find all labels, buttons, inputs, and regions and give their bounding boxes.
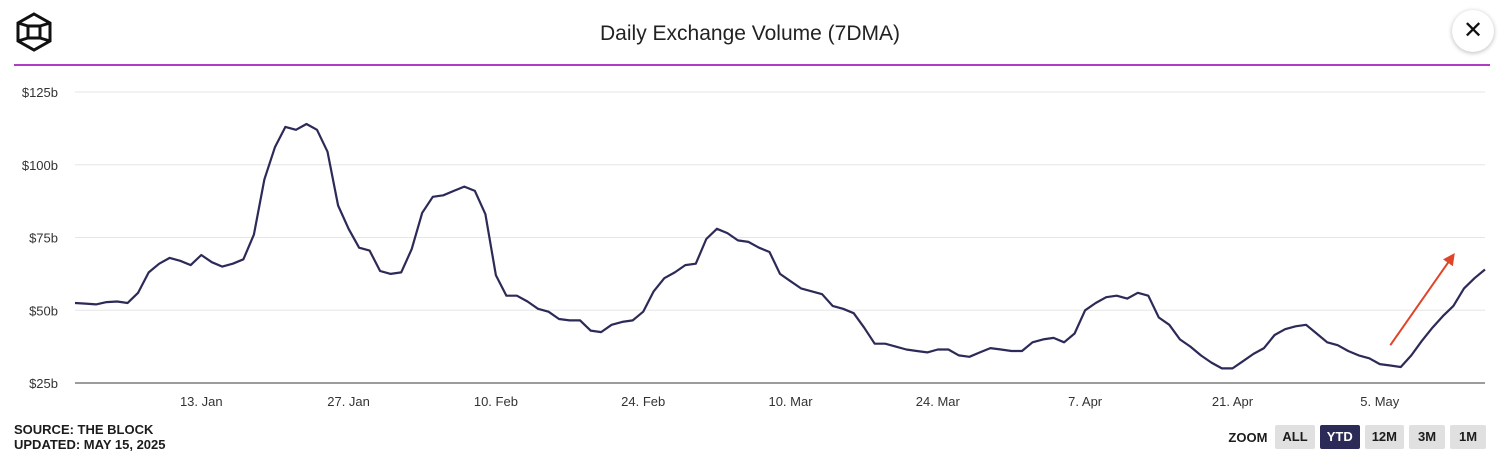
zoom-label: ZOOM xyxy=(1228,429,1268,445)
trend-arrow xyxy=(1389,252,1455,346)
x-tick-label: 24. Mar xyxy=(916,394,961,409)
x-tick-label: 13. Jan xyxy=(180,394,223,409)
x-tick-label: 7. Apr xyxy=(1068,394,1103,409)
volume-line-chart: $125b $100b $75b $50b $25b 13. Jan 27. Jan 10. … xyxy=(22,85,1486,409)
zoom-all-button[interactable]: ALL xyxy=(1275,425,1315,449)
x-tick-label: 5. May xyxy=(1360,394,1400,409)
header-divider xyxy=(14,64,1490,66)
y-tick-label: $25b xyxy=(29,376,58,391)
updated-text: UPDATED: MAY 15, 2025 xyxy=(14,437,166,452)
zoom-ytd-button[interactable]: YTD xyxy=(1319,425,1360,449)
zoom-controls: ZOOM ALL YTD 12M 3M 1M xyxy=(1228,425,1486,449)
the-block-logo-icon xyxy=(16,12,52,52)
close-button[interactable]: ✕ xyxy=(1452,10,1494,52)
zoom-12m-button[interactable]: 12M xyxy=(1364,425,1404,449)
x-tick-label: 21. Apr xyxy=(1212,394,1254,409)
series-line xyxy=(74,122,1486,370)
x-tick-label: 24. Feb xyxy=(621,394,665,409)
zoom-3m-button[interactable]: 3M xyxy=(1409,425,1445,449)
x-tick-label: 27. Jan xyxy=(327,394,370,409)
close-icon: ✕ xyxy=(1462,17,1484,44)
y-tick-label: $100b xyxy=(22,158,58,173)
source-text: SOURCE: THE BLOCK xyxy=(14,422,154,437)
chart-title: Daily Exchange Volume (7DMA) xyxy=(600,22,900,45)
y-tick-label: $125b xyxy=(22,85,58,100)
source-block: SOURCE: THE BLOCK UPDATED: MAY 15, 2025 xyxy=(14,422,166,452)
x-tick-label: 10. Mar xyxy=(768,394,813,409)
x-tick-label: 10. Feb xyxy=(474,394,518,409)
y-tick-label: $50b xyxy=(29,303,58,318)
y-tick-label: $75b xyxy=(29,231,58,246)
zoom-1m-button[interactable]: 1M xyxy=(1450,425,1486,449)
